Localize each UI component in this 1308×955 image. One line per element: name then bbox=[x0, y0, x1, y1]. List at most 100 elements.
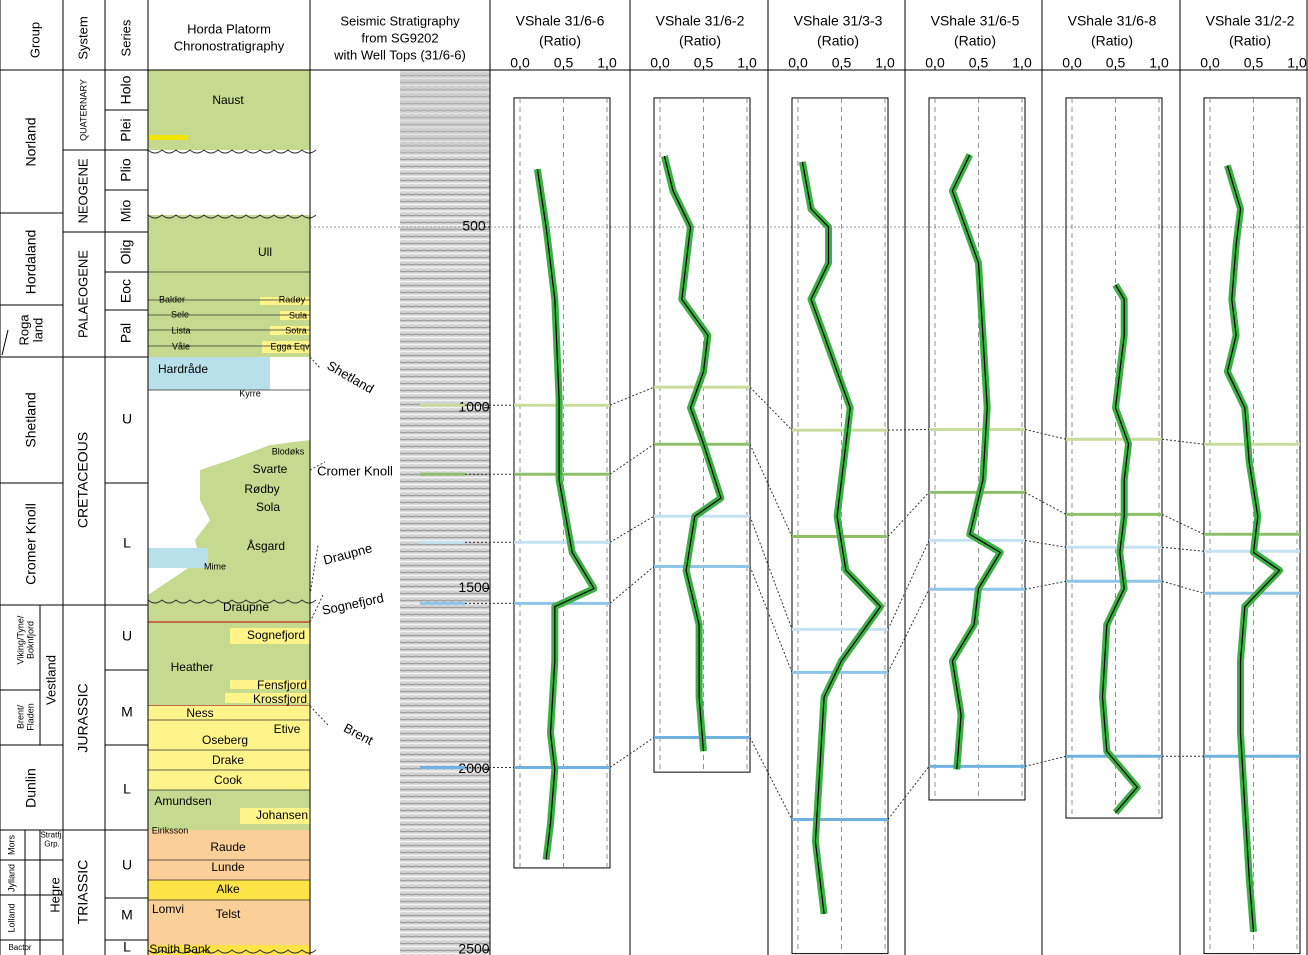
formation-label: Naust bbox=[212, 93, 244, 107]
correlation-line bbox=[610, 516, 654, 542]
correlation-line bbox=[888, 540, 929, 629]
formation-label: Drake bbox=[212, 753, 244, 767]
correlation-line bbox=[1025, 756, 1066, 766]
system-label: CRETACEOUS bbox=[75, 432, 91, 528]
series-label: U bbox=[122, 628, 132, 644]
system-label: JURASSIC bbox=[75, 683, 91, 752]
system-label: PALAEOGENE bbox=[75, 250, 90, 338]
well-title: VShale 31/6-5 bbox=[931, 13, 1020, 29]
series-label: L bbox=[123, 535, 131, 551]
depth-tick-label: 1500 bbox=[458, 579, 489, 595]
formation-label: Sola bbox=[256, 500, 280, 514]
system-label: NEOGENE bbox=[75, 158, 90, 223]
formation-label: Lomvi bbox=[152, 902, 184, 916]
log-fill bbox=[664, 156, 721, 751]
group-label: Roga bbox=[16, 314, 31, 346]
formation-label: Amundsen bbox=[154, 794, 211, 808]
depth-tick-label: 2500 bbox=[458, 941, 489, 955]
well-unit: (Ratio) bbox=[1091, 33, 1133, 49]
formation-label: Eiriksson bbox=[152, 825, 189, 835]
depth-tick-label: 500 bbox=[462, 218, 486, 234]
unit-block bbox=[270, 357, 310, 390]
column-header: System bbox=[75, 16, 90, 59]
well-title: VShale 31/2-2 bbox=[1206, 13, 1295, 29]
series-label: Plei bbox=[118, 118, 134, 141]
series-label: M bbox=[121, 704, 133, 720]
correlation-line bbox=[1162, 547, 1204, 551]
formation-label: Alke bbox=[216, 882, 240, 896]
formation-label: Radøy bbox=[279, 294, 306, 304]
well-unit: (Ratio) bbox=[539, 33, 581, 49]
formation-label: Raude bbox=[210, 840, 246, 854]
group-label: Hordaland bbox=[23, 230, 39, 295]
correlation-line bbox=[750, 387, 792, 430]
formation-label: Smith Bank bbox=[149, 942, 211, 955]
formation-label: Våle bbox=[172, 341, 190, 351]
group-label: Norland bbox=[23, 117, 39, 166]
well-title: VShale 31/6-2 bbox=[656, 13, 745, 29]
well-unit: (Ratio) bbox=[817, 33, 859, 49]
group-label: land bbox=[30, 318, 45, 343]
correlation-line bbox=[610, 444, 654, 474]
system-label: TRIASSIC bbox=[75, 860, 91, 925]
formation-label: Cook bbox=[214, 773, 243, 787]
unit-block bbox=[148, 215, 310, 295]
correlation-line bbox=[1025, 581, 1066, 589]
correlation-line bbox=[750, 566, 792, 672]
column-header: Chronostratigraphy bbox=[174, 38, 285, 53]
correlation-line bbox=[1162, 514, 1204, 534]
seismic-top-label: Cromer Knoll bbox=[317, 463, 393, 478]
well-unit: (Ratio) bbox=[954, 33, 996, 49]
formation-label: Rødby bbox=[244, 482, 279, 496]
system-label: QUATERNARY bbox=[78, 79, 88, 141]
formation-label: Svarte bbox=[253, 462, 288, 476]
formation-label: Heather bbox=[171, 660, 214, 674]
group-label: Lolland bbox=[6, 903, 16, 932]
unit-block bbox=[148, 135, 188, 140]
correlation-line bbox=[610, 737, 654, 767]
correlation-line bbox=[1162, 439, 1204, 444]
formation-label: Mime bbox=[204, 561, 226, 571]
formation-label: Egga Eqv bbox=[270, 341, 310, 351]
series-label: U bbox=[122, 411, 132, 427]
well-box bbox=[929, 98, 1025, 800]
group-label: Stratfj. bbox=[40, 831, 63, 840]
group-label: Brent/ bbox=[15, 704, 25, 729]
log-curve bbox=[537, 169, 594, 859]
correlation-line bbox=[310, 357, 320, 368]
group-label: Bactor bbox=[8, 943, 31, 952]
unit-block bbox=[148, 548, 208, 568]
formation-label: Krossfjord bbox=[253, 692, 307, 706]
correlation-line bbox=[1025, 492, 1066, 514]
correlation-line bbox=[888, 589, 929, 672]
well-unit: (Ratio) bbox=[679, 33, 721, 49]
group-label: Mors bbox=[6, 835, 16, 855]
formation-label: Johansen bbox=[256, 808, 308, 822]
well-title: VShale 31/6-8 bbox=[1068, 13, 1157, 29]
formation-label: Fensfjord bbox=[257, 678, 307, 692]
correlation-line bbox=[310, 545, 318, 595]
group-divider bbox=[2, 330, 8, 355]
column-header: from SG9202 bbox=[361, 30, 438, 45]
seismic-top-label: Shetland bbox=[325, 358, 377, 397]
correlation-line bbox=[1025, 540, 1066, 547]
series-label: Pal bbox=[118, 323, 134, 343]
formation-label: Ull bbox=[258, 245, 272, 259]
series-label: L bbox=[123, 939, 131, 955]
well-title: VShale 31/3-3 bbox=[794, 13, 883, 29]
formation-label: Draupne bbox=[223, 600, 269, 614]
seismic-top-label: Brent bbox=[341, 720, 376, 748]
formation-label: Hardråde bbox=[158, 362, 208, 376]
formation-label: Sotra bbox=[285, 325, 307, 335]
formation-label: Lunde bbox=[211, 860, 245, 874]
correlation-line bbox=[1162, 581, 1204, 593]
formation-label: Kyrre bbox=[239, 388, 261, 398]
column-header: Seismic Stratigraphy bbox=[340, 13, 460, 28]
series-label: Mio bbox=[118, 200, 134, 223]
formation-label: Telst bbox=[216, 907, 241, 921]
correlation-line bbox=[310, 706, 328, 725]
correlation-line bbox=[610, 387, 654, 405]
formation-label: Sula bbox=[289, 310, 307, 320]
formation-label: Sele bbox=[171, 309, 189, 319]
seismic-top-label: Sognefjord bbox=[320, 590, 385, 618]
